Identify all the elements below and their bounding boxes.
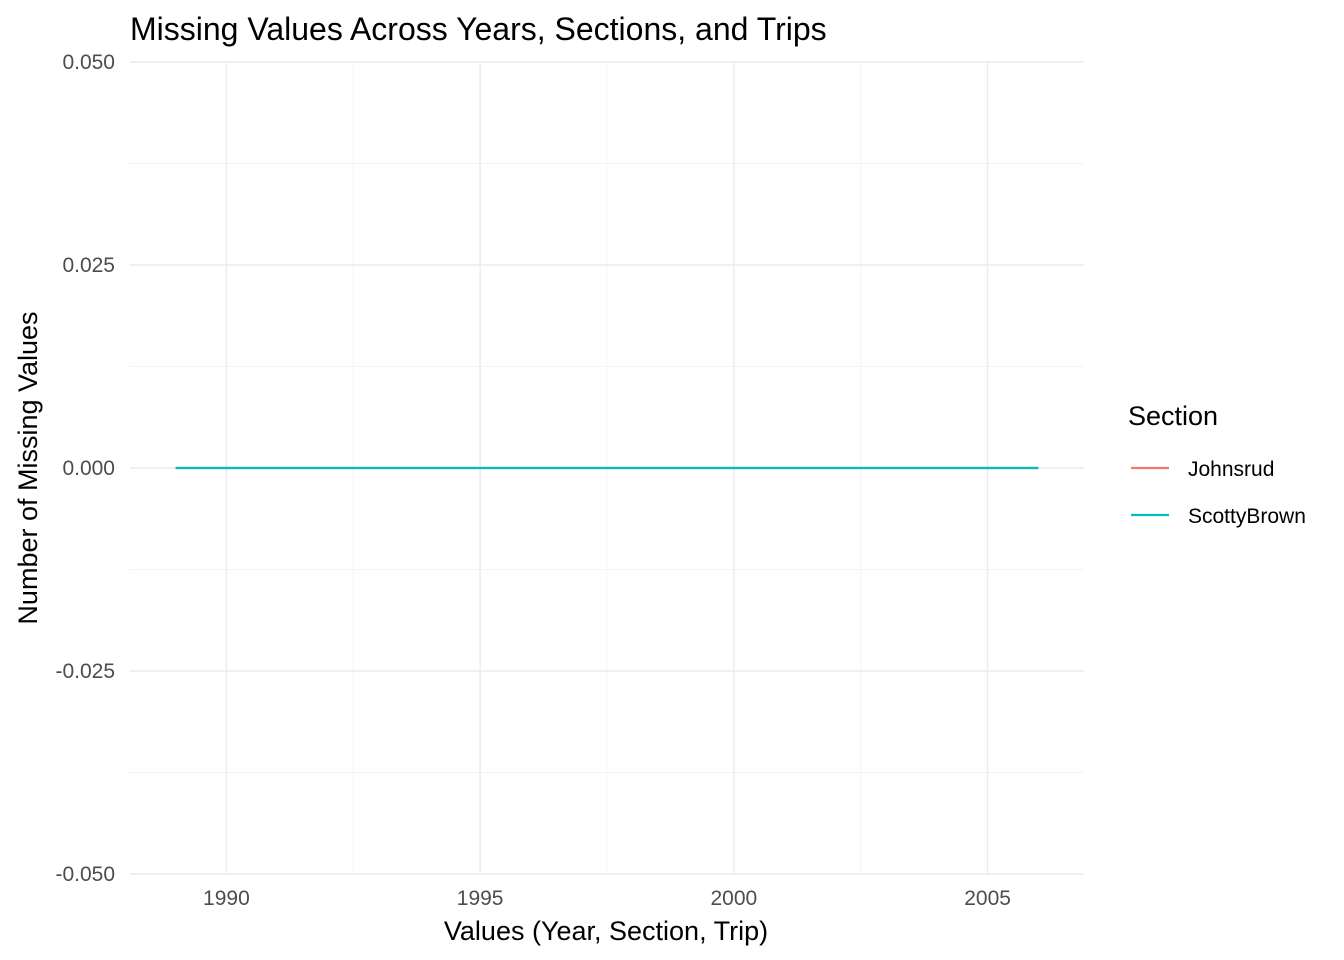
y-tick-label: -0.025 — [55, 660, 115, 683]
y-axis-title: Number of Missing Values — [13, 311, 43, 624]
x-tick-label: 2000 — [711, 887, 758, 910]
legend: Section Johnsrud ScottyBrown — [1128, 401, 1306, 528]
y-tick-label: 0.050 — [62, 51, 115, 74]
x-axis-title: Values (Year, Section, Trip) — [444, 916, 768, 946]
y-tick-label: -0.050 — [55, 863, 115, 886]
y-tick-label: 0.025 — [62, 254, 115, 277]
y-tick-label: 0.000 — [62, 457, 115, 480]
legend-label-johnsrud: Johnsrud — [1188, 458, 1274, 481]
x-tick-label: 1990 — [203, 887, 250, 910]
x-axis-ticks: 1990 1995 2000 2005 — [203, 887, 1011, 910]
y-axis-ticks: -0.050 -0.025 0.000 0.025 0.050 — [55, 51, 115, 886]
chart-title: Missing Values Across Years, Sections, a… — [130, 11, 827, 47]
x-tick-label: 2005 — [964, 887, 1011, 910]
legend-title: Section — [1128, 401, 1218, 431]
x-tick-label: 1995 — [457, 887, 504, 910]
legend-label-scottybrown: ScottyBrown — [1188, 505, 1306, 528]
